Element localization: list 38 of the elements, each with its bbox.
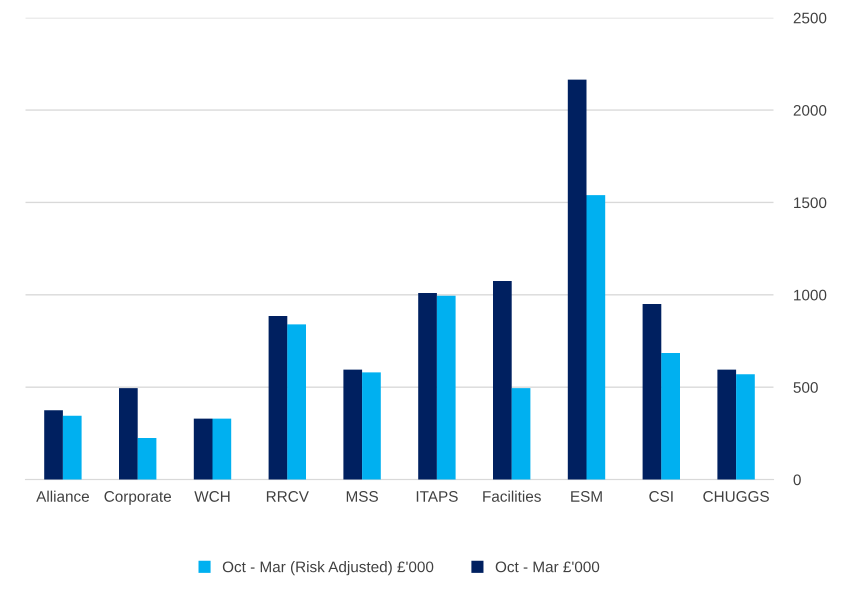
bar (138, 438, 156, 480)
bar (642, 304, 662, 480)
x-tick-label: RRCV (266, 491, 309, 502)
legend-label: Oct - Mar (Risk Adjusted) £'000 (222, 561, 434, 576)
bar (418, 292, 437, 480)
bar (62, 416, 82, 480)
bar (268, 316, 288, 480)
x-tick-label: ESM (571, 491, 602, 502)
x-tick-label: Facilities (483, 490, 541, 502)
bar (194, 418, 212, 480)
x-tick-label: Corporate (104, 491, 171, 505)
y-tick-label: 1000 (794, 290, 826, 300)
bar (44, 410, 63, 480)
bar (436, 296, 456, 480)
y-tick-label: 2000 (794, 104, 826, 116)
legend-label: Oct - Mar £'000 (496, 561, 600, 572)
bar (586, 195, 606, 480)
bar (493, 280, 512, 480)
x-tick-label: MSS (346, 491, 378, 502)
bar (343, 370, 362, 480)
y-tick-label: 0 (794, 474, 801, 486)
x-tick-label: ITAPS (416, 491, 458, 502)
y-tick-label: 500 (794, 382, 818, 393)
x-tick-label: CSI (649, 491, 673, 502)
bar (212, 418, 232, 480)
x-tick-label: CHUGGS (703, 491, 769, 502)
bar (661, 353, 680, 480)
x-tick-label: WCH (194, 491, 230, 502)
y-tick-label: 2500 (794, 12, 826, 24)
bar (512, 388, 530, 480)
bar (287, 324, 306, 480)
bar (119, 388, 138, 480)
y-tick-label: 1500 (794, 197, 826, 208)
x-tick-label: Alliance (36, 490, 89, 502)
bar (362, 372, 381, 480)
bar (717, 370, 736, 480)
bar (568, 80, 586, 480)
bar (736, 374, 755, 480)
